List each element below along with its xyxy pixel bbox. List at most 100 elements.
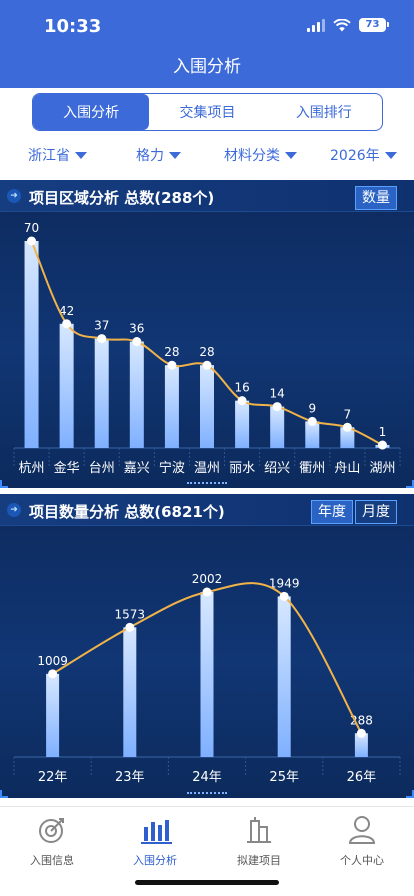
chevron-down-icon (169, 151, 181, 159)
line-point (132, 337, 142, 347)
x-tick-label: 杭州 (19, 461, 45, 476)
tab-selection-analysis[interactable]: 入围分析 (33, 94, 150, 130)
corner-decoration (406, 790, 414, 798)
data-label: 1949 (269, 576, 300, 590)
line-point (342, 422, 352, 432)
chevron-down-icon (384, 151, 397, 159)
filter-category[interactable]: 材料分类 (224, 145, 297, 165)
line-point (202, 587, 212, 597)
person-icon (348, 816, 376, 844)
x-tick-label: 25年 (269, 770, 299, 785)
bar (129, 341, 144, 448)
line-point (27, 236, 37, 246)
bar (235, 400, 250, 448)
building-icon (247, 817, 271, 843)
line-point (279, 591, 289, 601)
line-point (97, 334, 107, 344)
data-label: 28 (164, 345, 179, 359)
quantity-analysis-panel: ➜ 项目数量分析 总数(6821个) 年度 月度 1009 22年 1573 23年 2… (0, 494, 414, 798)
data-label: 14 (270, 387, 285, 401)
x-tick-label: 金华 (54, 460, 80, 476)
x-tick-label: 衢州 (299, 461, 325, 476)
bar-chart-icon (141, 820, 172, 844)
quantity-panel-title: 项目数量分析 总数(6821个) (29, 503, 225, 521)
tabbar-item-analysis[interactable]: 入围分析 (115, 813, 195, 868)
chevron-down-icon (75, 151, 87, 159)
wifi-icon (333, 18, 351, 31)
region-analysis-panel: ➜ 项目区域分析 总数(288个) 数量 70 杭州 42 金华 37 台州 36 嘉兴 28 宁… (0, 180, 414, 488)
line-point (377, 440, 387, 450)
tabbar-item-projects[interactable]: 拟建项目 (219, 813, 299, 868)
filter-year-label: 2026年 (330, 148, 380, 164)
tabbar-label: 个人中心 (340, 854, 384, 867)
bar (270, 406, 285, 448)
home-indicator (135, 880, 279, 885)
tab-ranking[interactable]: 入围排行 (295, 105, 352, 121)
x-tick-label: 嘉兴 (124, 461, 150, 476)
bar (24, 241, 39, 448)
bar (200, 592, 214, 757)
bar (94, 338, 109, 448)
arrow-right-icon: ➜ (7, 189, 21, 203)
line-point (167, 360, 177, 370)
data-label: 70 (24, 221, 39, 235)
region-panel-title: 项目区域分析 总数(288个) (29, 189, 215, 207)
line-point (125, 622, 135, 632)
x-tick-label: 26年 (347, 770, 377, 785)
data-label: 36 (129, 322, 144, 336)
x-tick-label: 绍兴 (264, 461, 290, 476)
month-toggle-button[interactable]: 月度 (355, 500, 397, 524)
x-tick-label: 丽水 (229, 461, 255, 476)
filter-province-label: 浙江省 (28, 148, 70, 164)
bar (340, 427, 355, 448)
data-label: 42 (59, 304, 74, 318)
quantity-toggle-button[interactable]: 数量 (355, 186, 397, 210)
filter-bar: 浙江省 格力 材料分类 2026年 (0, 141, 414, 169)
x-tick-label: 22年 (38, 770, 68, 785)
tabbar-item-profile[interactable]: 个人中心 (322, 813, 402, 868)
x-tick-label: 24年 (192, 770, 222, 785)
bar (164, 365, 179, 448)
region-bar-chart: 70 杭州 42 金华 37 台州 36 嘉兴 28 宁波 28 温州 16 丽水 14 绍兴 9 衢州 7 舟山 1 湖… (13, 221, 401, 476)
bar (46, 673, 60, 757)
bar (305, 421, 320, 448)
tab-intersection-projects[interactable]: 交集项目 (179, 105, 236, 121)
pager-dots (187, 792, 227, 795)
filter-category-label: 材料分类 (224, 148, 280, 164)
corner-decoration (0, 480, 8, 488)
x-tick-label: 温州 (194, 461, 220, 476)
page-title: 入围分析 (173, 57, 241, 77)
battery-icon: 73 (359, 18, 389, 32)
year-toggle-button[interactable]: 年度 (311, 500, 353, 524)
tabbar-label: 拟建项目 (237, 854, 281, 867)
bar (354, 733, 368, 757)
corner-decoration (406, 480, 414, 488)
filter-brand[interactable]: 格力 (136, 145, 181, 165)
x-tick-label: 23年 (115, 770, 145, 785)
data-label: 9 (308, 401, 316, 415)
arrow-right-icon: ➜ (7, 503, 21, 517)
data-label: 37 (94, 319, 109, 333)
line-point (307, 416, 317, 426)
x-tick-label: 湖州 (369, 461, 395, 476)
tabbar-label: 入围信息 (30, 854, 74, 867)
x-tick-label: 宁波 (159, 460, 185, 476)
segment-tabs: 入围分析 交集项目 入围排行 (32, 93, 383, 131)
line-point (202, 360, 212, 370)
tabbar-item-info[interactable]: 入围信息 (12, 813, 92, 868)
bar (200, 365, 214, 448)
data-label: 7 (344, 407, 352, 421)
filter-province[interactable]: 浙江省 (28, 145, 87, 165)
filter-brand-label: 格力 (136, 148, 164, 164)
line-point (272, 402, 282, 412)
line-point (237, 396, 247, 406)
data-label: 1 (379, 425, 387, 439)
bar (59, 323, 74, 448)
status-icons: 73 (307, 18, 389, 32)
corner-decoration (0, 790, 8, 798)
x-tick-label: 舟山 (334, 461, 360, 476)
line-point (356, 728, 366, 738)
filter-year[interactable]: 2026年 (330, 145, 397, 165)
data-label: 2002 (192, 572, 223, 586)
